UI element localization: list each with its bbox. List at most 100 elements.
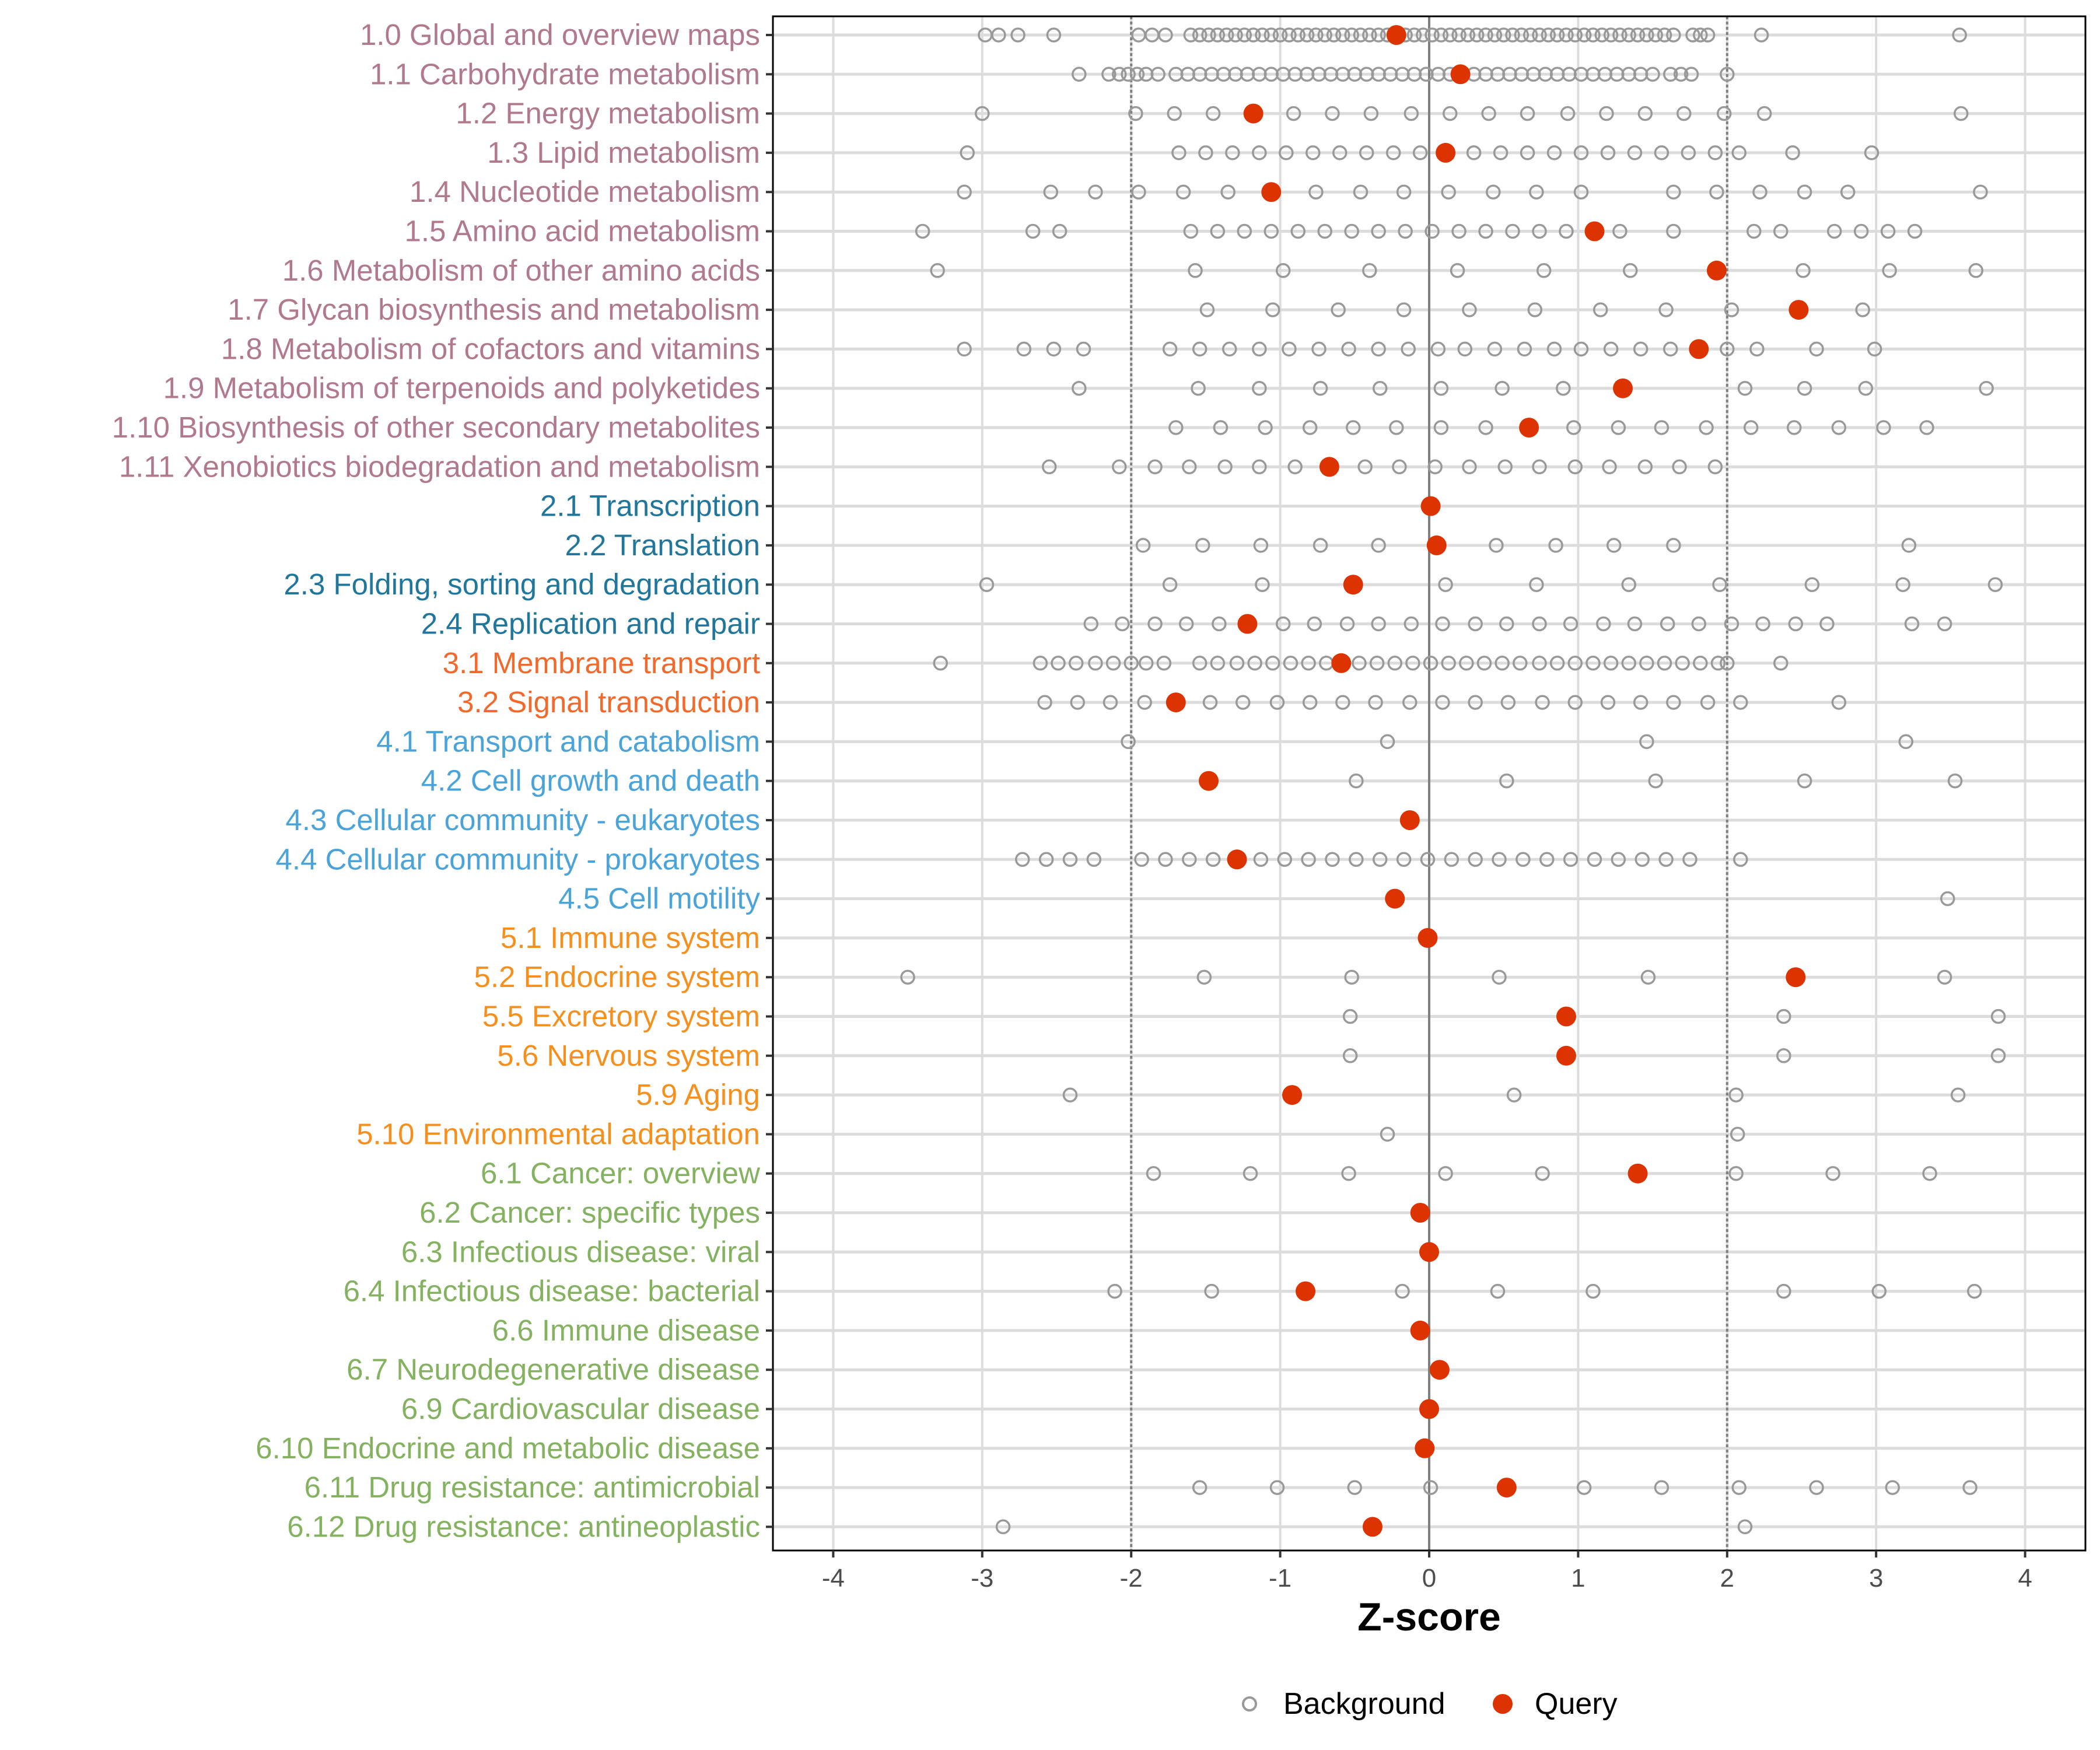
- background-point: [1112, 66, 1127, 82]
- background-point: [1600, 695, 1616, 710]
- background-point: [1385, 145, 1401, 160]
- background-point: [1372, 380, 1388, 396]
- background-point: [1746, 223, 1762, 239]
- background-point: [1212, 616, 1227, 632]
- background-point: [1317, 223, 1332, 239]
- background-point: [1347, 1480, 1363, 1495]
- query-point: [1706, 260, 1727, 281]
- background-point: [1756, 106, 1772, 121]
- background-point: [1666, 538, 1681, 553]
- background-point: [1416, 27, 1431, 43]
- background-point: [1430, 341, 1446, 357]
- background-point: [1627, 616, 1643, 632]
- background-point: [1773, 223, 1788, 239]
- background-point: [1520, 145, 1535, 160]
- background-point: [979, 577, 995, 592]
- query-point: [1436, 142, 1456, 163]
- background-point: [1603, 656, 1619, 671]
- query-point: [1788, 300, 1809, 320]
- background-point: [1450, 263, 1465, 278]
- background-point: [1654, 145, 1670, 160]
- background-point: [1275, 263, 1291, 278]
- background-point: [1137, 695, 1152, 710]
- background-point: [1353, 184, 1368, 200]
- background-point: [1451, 223, 1466, 239]
- background-point: [1676, 106, 1692, 121]
- background-point: [1301, 656, 1316, 671]
- y-tick-label: 1.5 Amino acid metabolism: [405, 215, 760, 248]
- background-point: [1124, 656, 1139, 671]
- query-point: [1199, 771, 1219, 791]
- background-point: [1192, 341, 1208, 357]
- query-point: [1282, 1085, 1303, 1105]
- background-point: [1265, 656, 1280, 671]
- background-point: [1269, 1480, 1285, 1495]
- background-point: [1499, 773, 1514, 789]
- background-point: [1345, 420, 1361, 435]
- background-point: [1724, 616, 1740, 632]
- background-point: [1325, 852, 1340, 867]
- background-point: [1335, 695, 1350, 710]
- background-point: [1594, 27, 1610, 43]
- background-point: [1308, 27, 1324, 43]
- background-point: [1192, 27, 1208, 43]
- background-point: [1773, 656, 1788, 671]
- background-point: [1344, 970, 1359, 985]
- background-point: [1603, 27, 1619, 43]
- background-point: [1396, 302, 1412, 317]
- background-point: [1478, 223, 1493, 239]
- background-point: [1937, 970, 1952, 985]
- background-point: [1840, 184, 1856, 200]
- background-point: [1586, 656, 1601, 671]
- background-point: [1500, 695, 1516, 710]
- background-point: [1621, 656, 1636, 671]
- background-point: [1481, 106, 1496, 121]
- background-point: [1804, 577, 1820, 592]
- background-point: [1586, 27, 1601, 43]
- background-point: [1673, 66, 1689, 82]
- y-tick-label: 1.1 Carbohydrate metabolism: [370, 57, 760, 90]
- background-point: [1220, 184, 1236, 200]
- background-point: [975, 106, 990, 121]
- background-point: [1191, 380, 1206, 396]
- background-point: [1603, 341, 1619, 357]
- background-point: [1693, 656, 1708, 671]
- query-point: [1786, 967, 1806, 988]
- background-point: [1621, 27, 1636, 43]
- background-point: [1076, 341, 1091, 357]
- background-point: [1785, 145, 1800, 160]
- background-point: [1486, 184, 1501, 200]
- background-point: [1549, 656, 1565, 671]
- background-point: [1633, 695, 1648, 710]
- background-point: [1600, 145, 1616, 160]
- background-point: [1685, 27, 1700, 43]
- background-point: [1505, 223, 1520, 239]
- background-point: [1962, 1480, 1978, 1495]
- background-point: [1444, 852, 1460, 867]
- background-point: [1990, 1009, 2006, 1024]
- background-point: [1724, 302, 1740, 317]
- background-point: [1255, 27, 1270, 43]
- background-point: [1032, 656, 1048, 671]
- background-point: [1505, 27, 1520, 43]
- background-point: [1979, 380, 1994, 396]
- y-tick-label: 6.4 Infectious disease: bacterial: [344, 1275, 760, 1308]
- background-point: [1438, 1166, 1453, 1181]
- background-point: [1052, 223, 1068, 239]
- background-point: [1546, 145, 1562, 160]
- background-point: [1015, 852, 1030, 867]
- background-point: [1640, 970, 1656, 985]
- background-point: [1433, 420, 1449, 435]
- background-point: [1247, 656, 1262, 671]
- background-point: [1919, 420, 1934, 435]
- background-point: [1885, 1480, 1901, 1495]
- background-point: [1401, 341, 1416, 357]
- background-point: [1396, 852, 1412, 867]
- background-point: [1831, 695, 1847, 710]
- background-point: [1357, 459, 1373, 475]
- y-tick-label: 5.2 Endocrine system: [474, 960, 760, 993]
- background-point: [1392, 459, 1407, 475]
- query-point: [1385, 888, 1405, 909]
- background-point: [1469, 27, 1485, 43]
- background-point: [1341, 341, 1356, 357]
